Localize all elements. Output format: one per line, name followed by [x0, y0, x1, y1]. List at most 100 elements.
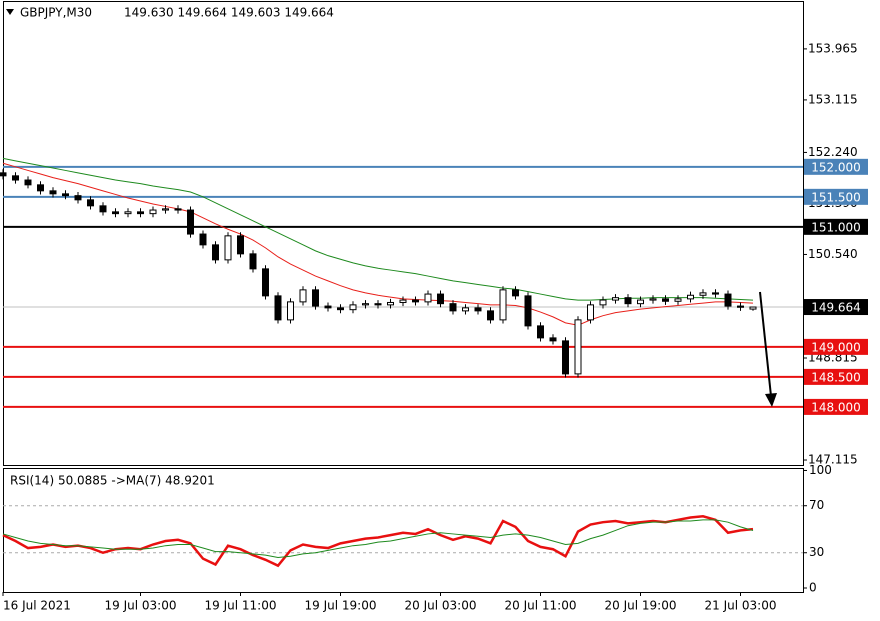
candle-body — [687, 294, 694, 300]
candle-body — [662, 298, 669, 302]
candle-body — [0, 172, 7, 177]
moving-average — [2, 162, 754, 326]
x-tick-label: 19 Jul 19:00 — [305, 599, 377, 613]
candle-body — [87, 199, 94, 207]
candle-body — [362, 303, 369, 306]
y-tick-label: 70 — [809, 498, 824, 512]
candle-body — [49, 190, 57, 195]
candle-body — [449, 303, 457, 312]
level-tag — [804, 188, 868, 205]
candle-body — [287, 301, 294, 321]
level-label: 151.500 — [811, 190, 861, 204]
candle-body — [174, 208, 182, 211]
candle-body — [399, 299, 407, 303]
rsi-line — [2, 515, 754, 568]
ohlc-readout: 149.630 149.664 149.603 149.664 — [124, 6, 334, 20]
candle-body — [624, 297, 632, 305]
candle-body — [299, 289, 307, 303]
candle-body — [324, 305, 332, 309]
rsi-line — [2, 519, 754, 558]
candle-body — [37, 184, 44, 192]
candle-body — [462, 307, 469, 312]
candle-body — [349, 304, 357, 311]
level-tag — [804, 218, 868, 235]
y-tick-label: 30 — [809, 545, 824, 559]
candle-body — [312, 289, 319, 307]
candle-body — [212, 244, 219, 261]
candle-body — [549, 337, 557, 342]
candle-body — [649, 298, 657, 301]
candle-body — [674, 298, 682, 302]
candle-body — [749, 306, 757, 310]
candle-body — [599, 299, 607, 306]
candle-body — [724, 293, 732, 307]
x-tick-label: 20 Jul 19:00 — [605, 599, 677, 613]
candle-body — [562, 340, 569, 375]
candle-body — [574, 319, 582, 375]
candle-body — [487, 310, 494, 321]
candle-body — [262, 268, 269, 297]
candle-body — [612, 297, 619, 301]
y-tick-label: 152.240 — [808, 145, 858, 159]
candle-body — [587, 304, 594, 321]
y-tick-label: 153.115 — [808, 92, 858, 106]
candle-body — [737, 305, 744, 308]
y-tick-label: 0 — [809, 581, 817, 595]
x-tick-label: 16 Jul 2021 — [3, 599, 71, 613]
symbol-title: GBPJPY,M30 — [20, 6, 92, 20]
candle-body — [387, 301, 394, 306]
level-label: 149.000 — [811, 340, 861, 354]
forecast-arrow — [759, 291, 772, 397]
candle-body — [187, 209, 194, 235]
candle-body — [537, 325, 544, 339]
candle-body — [199, 233, 207, 246]
y-tick-label: 100 — [809, 463, 832, 477]
candle-body — [149, 209, 157, 215]
current-price-tag — [804, 299, 868, 316]
x-tick-label: 20 Jul 03:00 — [405, 599, 477, 613]
level-label: 152.000 — [811, 160, 861, 174]
candle-body — [499, 289, 507, 321]
x-tick-label: 19 Jul 11:00 — [205, 599, 277, 613]
candle-body — [249, 253, 257, 270]
candle-body — [112, 211, 119, 215]
rsi-title: RSI(14) 50.0885 ->MA(7) 48.9201 — [10, 474, 215, 488]
level-tag — [804, 158, 868, 175]
candle-body — [274, 295, 282, 321]
level-label: 148.000 — [811, 400, 861, 414]
candle-body — [637, 299, 644, 305]
level-label: 151.000 — [811, 220, 861, 234]
candle-body — [474, 307, 482, 312]
y-tick-label: 150.540 — [808, 247, 858, 261]
level-tag — [804, 368, 868, 385]
candle-body — [699, 292, 707, 296]
candle-body — [124, 211, 132, 215]
arrow-head — [765, 393, 777, 407]
candle-body — [99, 205, 107, 213]
menu-triangle[interactable] — [6, 9, 14, 15]
candle-body — [374, 303, 382, 306]
candle-body — [62, 193, 69, 197]
candle-body — [424, 293, 432, 303]
candle-body — [137, 211, 144, 215]
candle-body — [224, 235, 232, 261]
candle-body — [162, 208, 169, 211]
rsi-panel — [3, 468, 804, 593]
candle-body — [512, 289, 519, 297]
current-price-label: 149.664 — [811, 301, 861, 315]
candle-body — [337, 307, 344, 311]
level-label: 148.500 — [811, 370, 861, 384]
x-tick-label: 21 Jul 03:00 — [705, 599, 777, 613]
candle-body — [412, 299, 419, 303]
candle-body — [237, 235, 244, 255]
y-tick-label: 147.115 — [808, 453, 858, 467]
y-tick-label: 153.965 — [808, 41, 858, 55]
x-tick-label: 20 Jul 11:00 — [505, 599, 577, 613]
x-tick-label: 19 Jul 03:00 — [105, 599, 177, 613]
level-tag — [804, 338, 868, 355]
candle-body — [12, 175, 19, 181]
candle-body — [524, 295, 532, 327]
main-panel — [3, 1, 804, 466]
